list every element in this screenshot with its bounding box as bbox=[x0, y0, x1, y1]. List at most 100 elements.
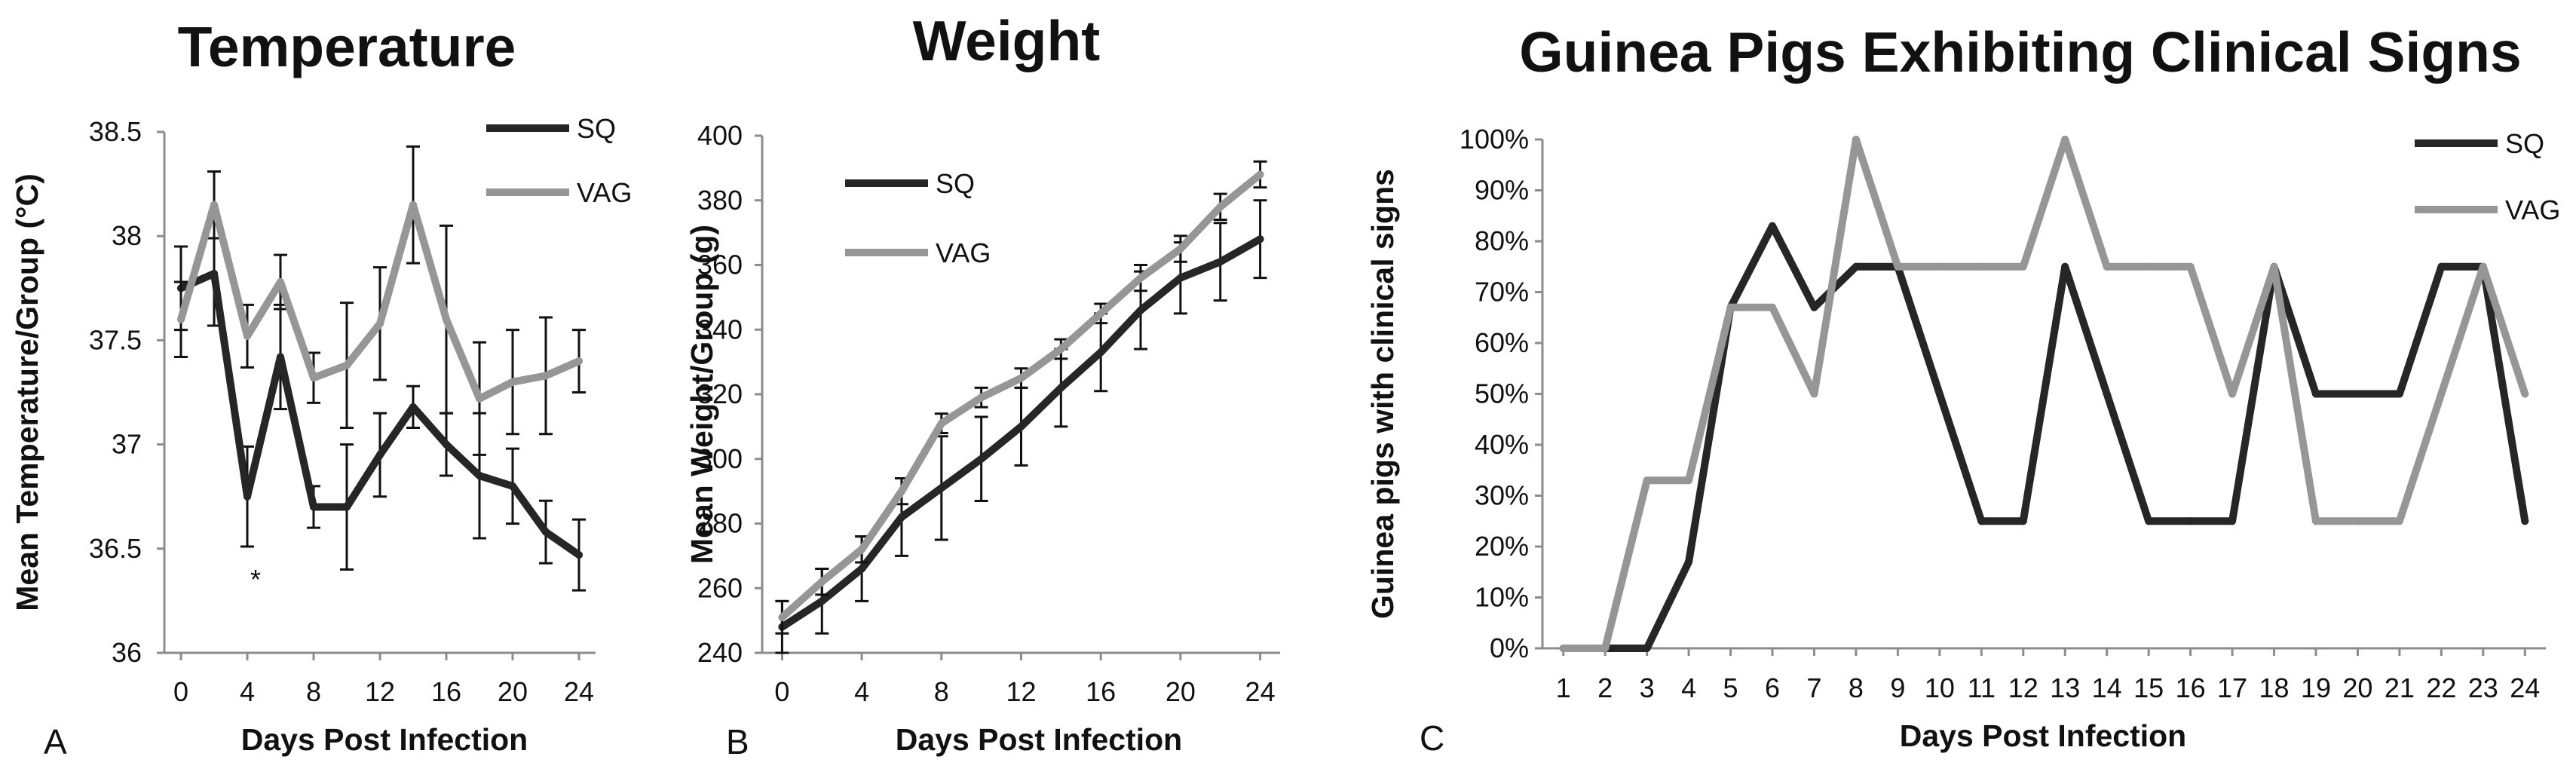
data-point bbox=[310, 374, 317, 382]
x-tick-label: 2 bbox=[1597, 672, 1613, 703]
series-line-segment bbox=[376, 201, 417, 328]
series-line-segment bbox=[1057, 309, 1105, 353]
x-tick-label: 21 bbox=[2385, 672, 2415, 703]
data-point bbox=[2228, 517, 2237, 525]
y-tick-label: 37.5 bbox=[89, 324, 142, 355]
x-tick-label: 14 bbox=[2092, 672, 2122, 703]
data-point bbox=[310, 503, 317, 511]
series-line-segment bbox=[897, 484, 945, 521]
legend-label-vag: VAG bbox=[936, 237, 991, 268]
series-line-segment bbox=[210, 201, 251, 340]
y-tick-label: 38 bbox=[112, 220, 142, 251]
data-point bbox=[2061, 136, 2069, 143]
data-point bbox=[1601, 645, 1610, 652]
data-point bbox=[858, 565, 866, 573]
series-line-segment bbox=[2479, 262, 2529, 525]
series-line-segment bbox=[1810, 136, 1860, 398]
series-line-segment bbox=[443, 315, 483, 403]
series-line-segment bbox=[409, 403, 450, 449]
y-tick-label: 36 bbox=[112, 637, 142, 668]
data-point bbox=[2354, 517, 2362, 525]
data-point bbox=[977, 394, 985, 402]
chart-title: Guinea Pigs Exhibiting Clinical Signs bbox=[1519, 20, 2521, 84]
series-line-segment bbox=[2395, 390, 2446, 525]
x-tick-label: 11 bbox=[1968, 672, 1996, 703]
data-point bbox=[1256, 170, 1264, 179]
data-point bbox=[1810, 303, 1818, 311]
data-point bbox=[1769, 303, 1777, 311]
data-point bbox=[897, 513, 905, 521]
data-point bbox=[1852, 136, 1860, 143]
x-tick-label: 13 bbox=[2050, 672, 2080, 703]
series-line-segment bbox=[778, 577, 826, 621]
series-line-segment bbox=[2270, 262, 2320, 525]
data-point bbox=[575, 357, 583, 366]
y-tick-label: 37 bbox=[112, 429, 142, 460]
x-axis-title: Days Post Infection bbox=[896, 722, 1182, 757]
data-point bbox=[409, 201, 417, 209]
y-tick-label: 10% bbox=[1475, 582, 1529, 613]
x-tick-label: 0 bbox=[774, 676, 789, 707]
data-point bbox=[476, 472, 483, 480]
y-tick-label: 400 bbox=[697, 120, 743, 151]
series-line-segment bbox=[443, 440, 483, 480]
data-point bbox=[409, 403, 417, 411]
x-tick-label: 1 bbox=[1556, 672, 1571, 703]
series-line-segment bbox=[1137, 274, 1184, 314]
data-point bbox=[2228, 390, 2237, 398]
data-point bbox=[244, 332, 251, 340]
data-point bbox=[509, 378, 516, 386]
y-tick-label: 340 bbox=[697, 314, 743, 345]
series-line-segment bbox=[476, 472, 516, 490]
data-point bbox=[2311, 390, 2320, 398]
y-tick-label: 38.5 bbox=[89, 116, 142, 147]
x-tick-label: 20 bbox=[2342, 672, 2372, 703]
series-line-segment bbox=[1216, 170, 1264, 211]
x-tick-label: 23 bbox=[2468, 672, 2498, 703]
x-tick-label: 16 bbox=[431, 676, 461, 707]
series-line-segment bbox=[2103, 390, 2153, 525]
x-tick-label: 8 bbox=[1849, 672, 1864, 703]
series-line-segment bbox=[778, 597, 826, 631]
series-sq bbox=[174, 220, 586, 592]
data-point bbox=[1726, 303, 1735, 311]
series-line-segment bbox=[2228, 262, 2278, 398]
data-point bbox=[2479, 262, 2487, 271]
series-line-segment bbox=[2019, 262, 2069, 525]
x-tick-label: 3 bbox=[1640, 672, 1655, 703]
x-tick-label: 4 bbox=[240, 676, 255, 707]
y-tick-label: 100% bbox=[1460, 124, 1529, 155]
series-line-segment bbox=[2061, 262, 2111, 398]
series-sq bbox=[1559, 222, 2529, 652]
chart-title: Weight bbox=[913, 9, 1101, 72]
series-line-segment bbox=[977, 374, 1025, 402]
data-point bbox=[897, 487, 905, 495]
series-line-segment bbox=[177, 269, 218, 292]
series-line-segment bbox=[310, 361, 351, 382]
data-point bbox=[1017, 374, 1025, 382]
x-tick-label: 15 bbox=[2133, 672, 2164, 703]
y-tick-label: 280 bbox=[697, 508, 743, 539]
series-line-segment bbox=[1935, 390, 1986, 525]
series-line-segment bbox=[509, 372, 550, 386]
x-tick-label: 10 bbox=[1925, 672, 1955, 703]
panel-letter: B bbox=[726, 722, 749, 761]
series-line-segment bbox=[937, 455, 985, 492]
data-point bbox=[443, 440, 450, 449]
data-point bbox=[1769, 222, 1777, 230]
series-line-segment bbox=[376, 403, 417, 459]
series-line-segment bbox=[1137, 245, 1184, 282]
y-tick-label: 30% bbox=[1475, 480, 1529, 511]
data-point bbox=[343, 361, 351, 369]
series-line-segment bbox=[1017, 345, 1065, 382]
data-point bbox=[1176, 245, 1184, 253]
y-tick-label: 36.5 bbox=[89, 533, 142, 564]
significance-annotation: * bbox=[250, 564, 261, 595]
data-point bbox=[2103, 262, 2111, 271]
y-tick-label: 90% bbox=[1475, 175, 1529, 206]
legend-label-vag: VAG bbox=[2505, 194, 2560, 225]
series-line-segment bbox=[1852, 136, 1902, 271]
chart-panel-c: Guinea Pigs Exhibiting Clinical Signs 0% 1… bbox=[1365, 20, 2560, 758]
y-tick-label: 60% bbox=[1475, 327, 1529, 358]
data-point bbox=[2311, 517, 2320, 525]
